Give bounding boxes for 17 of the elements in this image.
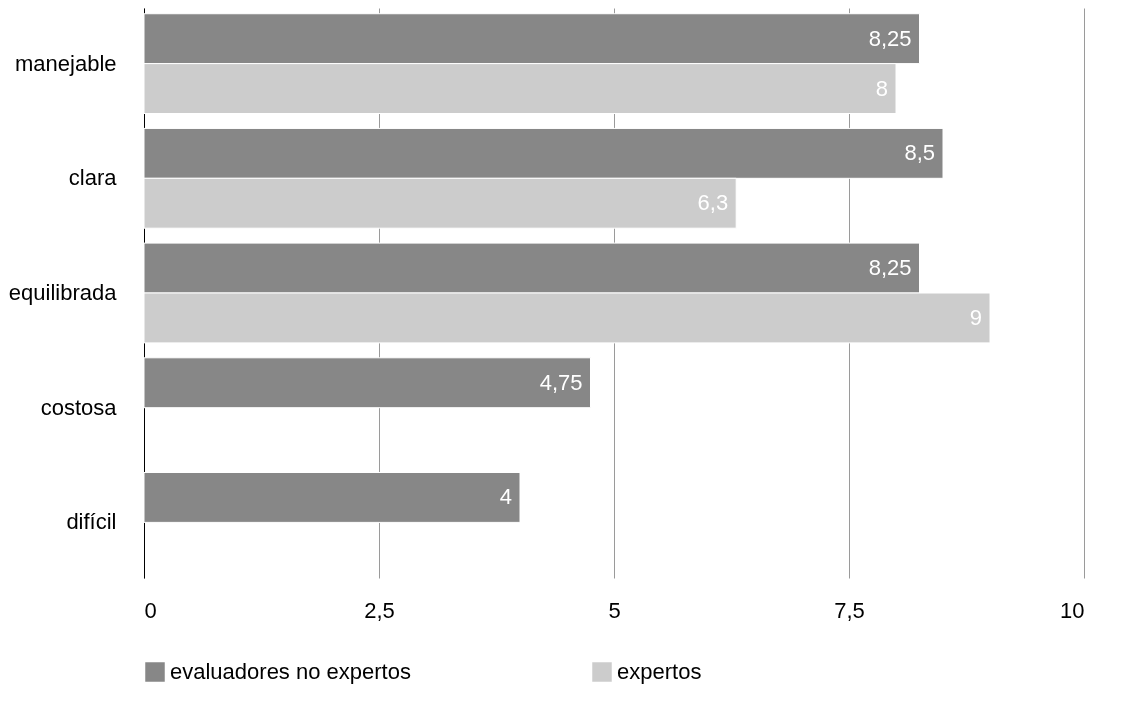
data-label: 4: [499, 484, 512, 510]
data-label: 4,75: [539, 369, 583, 395]
data-label: 8,25: [868, 25, 912, 51]
y-tick-label: equilibrada: [8, 280, 118, 305]
y-tick-label: costosa: [40, 394, 118, 420]
x-tick-label: 7,5: [834, 597, 865, 623]
y-tick-label: difícil: [66, 509, 117, 535]
legend-label: evaluadores no expertos: [170, 659, 411, 684]
legend-label: expertos: [617, 659, 702, 684]
x-tick-label: 5: [608, 597, 621, 623]
x-tick-label: 2,5: [364, 597, 395, 623]
data-label: 8,5: [904, 140, 935, 166]
x-tick-label: 10: [1060, 597, 1085, 623]
data-label: 8,25: [868, 255, 912, 281]
y-tick-label: clara: [68, 165, 118, 191]
y-tick-label: manejable: [14, 50, 117, 76]
x-tick-label: 0: [144, 597, 157, 623]
